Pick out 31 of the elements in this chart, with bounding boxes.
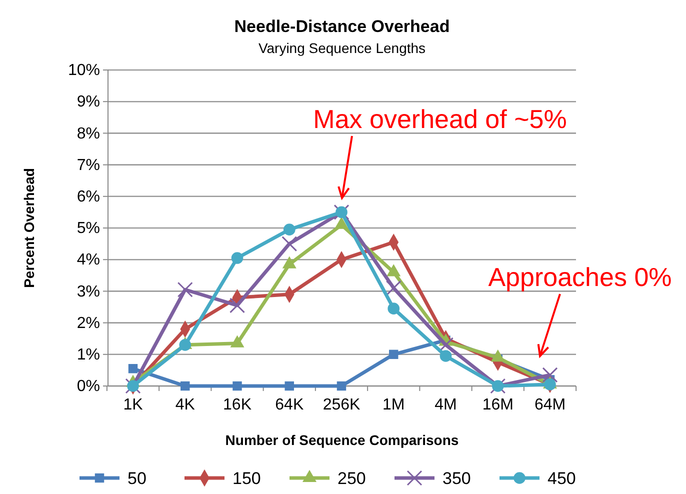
y-tick-label: 4% xyxy=(76,252,100,269)
y-axis-title: Percent Overhead xyxy=(21,168,37,288)
y-tick-label: 6% xyxy=(76,188,100,206)
chart-subtitle: Varying Sequence Lengths xyxy=(258,40,426,56)
x-tick-label: 4M xyxy=(434,396,457,414)
legend-label: 350 xyxy=(442,469,471,488)
x-tick-label: 16K xyxy=(223,396,252,414)
x-axis-title: Number of Sequence Comparisons xyxy=(225,432,459,448)
x-tick-label: 256K xyxy=(322,396,361,414)
x-tick-label: 64M xyxy=(534,396,566,414)
annotation: Max overhead of ~5% xyxy=(313,104,567,134)
x-tick-label: 1K xyxy=(123,396,144,414)
x-tick-label: 1M xyxy=(382,396,405,414)
y-tick-label: 10% xyxy=(68,62,100,80)
y-tick-label: 1% xyxy=(76,346,100,364)
y-tick-label: 7% xyxy=(76,156,100,174)
x-tick-label: 16M xyxy=(482,396,514,414)
legend-label: 450 xyxy=(548,469,576,488)
y-tick-label: 8% xyxy=(76,125,100,142)
x-tick-label: 4K xyxy=(175,396,196,414)
legend-label: 150 xyxy=(232,469,261,488)
y-tick-label: 3% xyxy=(76,283,100,300)
annotation: Approaches 0% xyxy=(488,262,672,292)
y-tick-label: 9% xyxy=(76,94,100,111)
chart-title: Needle-Distance Overhead xyxy=(234,17,450,36)
y-tick-label: 5% xyxy=(76,220,100,238)
legend-label: 250 xyxy=(338,469,366,488)
x-tick-label: 64K xyxy=(275,396,304,414)
y-tick-label: 2% xyxy=(76,314,100,332)
y-tick-label: 0% xyxy=(76,378,100,396)
legend-label: 50 xyxy=(128,469,146,488)
